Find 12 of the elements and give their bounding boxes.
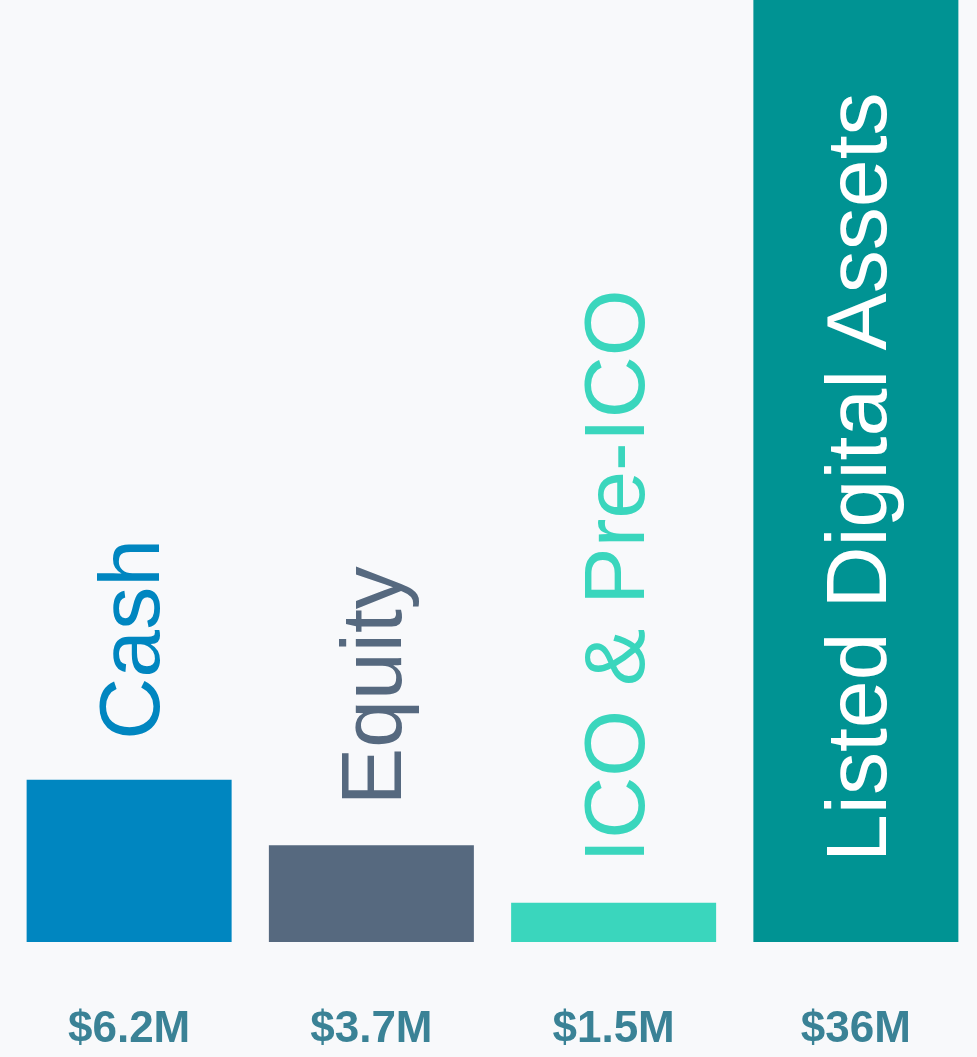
x-tick-label: ICO & Pre-ICO — [565, 289, 662, 863]
x-tick-label: Listed Digital Assets — [807, 92, 904, 862]
data-label: $1.5M — [552, 1001, 675, 1051]
data-label: $3.7M — [310, 1001, 433, 1051]
x-tick-label: Equity — [323, 566, 420, 806]
bar — [268, 845, 474, 942]
bar — [511, 902, 717, 942]
data-label: $6.2M — [67, 1001, 191, 1051]
bar — [753, 0, 959, 942]
x-tick-label: Cash — [81, 539, 178, 740]
bar — [26, 779, 232, 942]
data-label: $36M — [800, 1001, 911, 1051]
